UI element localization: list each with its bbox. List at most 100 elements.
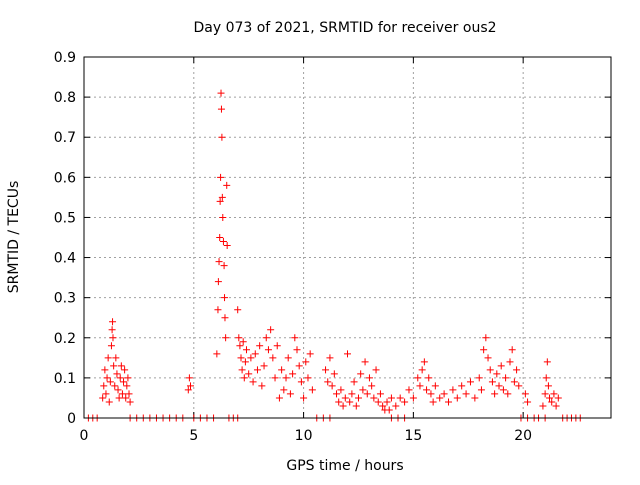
y-tick-label: 0.6 xyxy=(54,170,76,186)
data-point xyxy=(504,390,512,398)
data-point xyxy=(217,89,225,97)
data-point xyxy=(524,398,532,406)
data-point xyxy=(486,366,494,374)
data-point xyxy=(328,382,336,390)
data-point xyxy=(508,346,516,354)
data-point xyxy=(111,382,119,390)
data-point xyxy=(282,374,290,382)
data-point xyxy=(275,394,283,402)
data-point xyxy=(223,181,231,189)
data-point xyxy=(414,374,422,382)
data-point xyxy=(108,326,116,334)
data-point xyxy=(541,390,549,398)
data-point xyxy=(491,390,499,398)
y-tick-label: 0.2 xyxy=(54,331,76,347)
data-point xyxy=(552,402,560,410)
data-point xyxy=(286,390,294,398)
data-point xyxy=(239,338,247,346)
data-point xyxy=(258,382,266,390)
data-point xyxy=(106,378,114,386)
data-point xyxy=(370,394,378,402)
data-point xyxy=(513,366,521,374)
data-point xyxy=(521,390,529,398)
data-point xyxy=(401,398,409,406)
data-point xyxy=(262,334,270,342)
data-point xyxy=(506,358,514,366)
data-point xyxy=(235,334,243,342)
data-point xyxy=(346,398,354,406)
x-tick-label: 10 xyxy=(295,428,313,444)
data-point xyxy=(284,354,292,362)
data-point xyxy=(471,394,479,402)
data-point xyxy=(185,374,193,382)
data-point xyxy=(423,386,431,394)
data-point xyxy=(544,382,552,390)
data-point xyxy=(409,394,417,402)
data-point xyxy=(484,354,492,362)
data-point xyxy=(293,346,301,354)
data-point xyxy=(251,350,259,358)
data-point xyxy=(221,294,229,302)
data-point xyxy=(118,390,126,398)
data-point xyxy=(539,402,547,410)
data-point xyxy=(247,354,255,362)
data-point xyxy=(372,366,380,374)
data-point xyxy=(109,318,117,326)
data-point xyxy=(240,374,248,382)
data-point xyxy=(344,350,351,358)
data-point xyxy=(357,370,365,378)
data-point xyxy=(112,354,120,362)
data-point xyxy=(502,374,510,382)
y-tick-label: 0.1 xyxy=(54,371,76,387)
data-point xyxy=(110,362,118,370)
x-tick-label: 20 xyxy=(514,428,532,444)
data-point xyxy=(554,394,562,402)
data-point xyxy=(493,370,501,378)
data-point xyxy=(249,378,257,386)
data-point xyxy=(306,350,314,358)
data-point xyxy=(241,358,249,366)
data-point xyxy=(122,394,130,402)
data-point xyxy=(488,378,496,386)
data-point xyxy=(105,398,113,406)
data-point xyxy=(304,374,312,382)
data-point xyxy=(218,193,226,201)
data-point xyxy=(120,378,128,386)
data-point xyxy=(219,238,227,246)
data-point xyxy=(117,362,125,370)
data-point xyxy=(271,374,279,382)
data-point xyxy=(431,382,439,390)
data-point xyxy=(542,374,550,382)
data-point xyxy=(396,394,404,402)
data-point xyxy=(113,370,121,378)
data-point xyxy=(245,370,253,378)
data-point xyxy=(184,386,192,394)
axis-ticks xyxy=(83,56,611,419)
data-point xyxy=(497,362,505,370)
data-point xyxy=(449,386,457,394)
data-point xyxy=(216,234,224,241)
data-point xyxy=(217,173,225,181)
data-point xyxy=(214,278,222,286)
data-point xyxy=(302,358,310,366)
data-point xyxy=(103,374,111,382)
data-point xyxy=(510,378,518,386)
data-point xyxy=(237,354,245,362)
data-point xyxy=(213,350,221,358)
data-point xyxy=(330,370,338,378)
data-point xyxy=(363,390,371,398)
data-point xyxy=(100,382,108,390)
data-point xyxy=(256,342,264,350)
data-point xyxy=(361,358,369,366)
data-point xyxy=(297,378,305,386)
data-point xyxy=(222,334,230,342)
data-point xyxy=(418,366,426,374)
y-tick-label: 0.9 xyxy=(54,50,76,66)
data-point xyxy=(115,394,123,402)
data-point xyxy=(280,386,288,394)
x-axis-label: GPS time / hours xyxy=(286,458,403,474)
x-tick-label: 0 xyxy=(80,428,89,444)
data-point xyxy=(359,386,367,394)
data-point xyxy=(126,398,134,406)
